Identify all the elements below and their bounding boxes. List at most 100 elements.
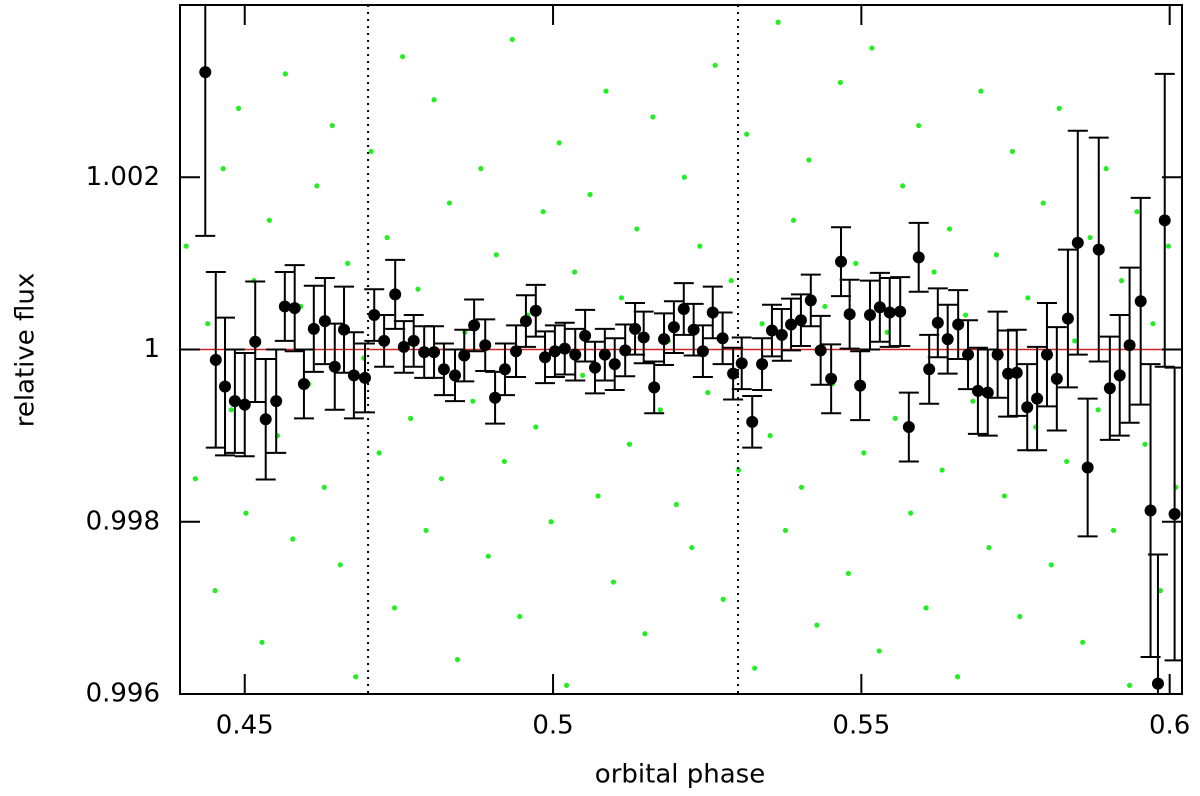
binned-point: [238, 398, 251, 411]
y-tick-label: 1: [143, 334, 160, 364]
data-point: [391, 605, 398, 611]
data-point: [259, 639, 265, 645]
binned-point: [318, 315, 331, 328]
data-point: [1025, 295, 1031, 301]
data-point: [478, 166, 484, 172]
data-point: [290, 536, 296, 542]
data-point: [1017, 613, 1023, 620]
binned-point: [278, 300, 291, 313]
data-point: [556, 140, 562, 146]
binned-point: [923, 363, 936, 376]
data-point: [908, 510, 914, 516]
binned-point: [569, 348, 582, 361]
data-point: [454, 656, 461, 663]
binned-point: [209, 353, 222, 366]
data-point: [814, 622, 820, 628]
binned-point: [677, 303, 690, 316]
binned-point: [598, 348, 611, 361]
binned-point: [756, 358, 769, 371]
binned-point: [397, 340, 410, 353]
binned-point: [449, 369, 462, 382]
data-point: [431, 97, 437, 103]
binned-point: [843, 308, 856, 321]
data-point: [1064, 458, 1070, 465]
data-point: [1072, 338, 1078, 344]
data-point: [564, 682, 570, 688]
x-axis-label: orbital phase: [595, 760, 765, 790]
data-point: [384, 234, 390, 241]
x-tick-label: 0.55: [832, 711, 890, 741]
data-point: [1110, 527, 1117, 533]
data-point: [626, 441, 633, 447]
y-axis-label: relative flux: [11, 273, 41, 428]
data-point: [1103, 166, 1109, 172]
binned-point: [259, 413, 272, 426]
binned-point: [1081, 461, 1094, 474]
data-point: [876, 648, 882, 654]
binned-point: [835, 255, 848, 268]
data-point: [728, 278, 734, 284]
binned-point: [854, 379, 867, 392]
binned-point: [765, 324, 778, 337]
binned-point: [952, 318, 965, 331]
data-point: [869, 45, 875, 51]
data-point: [657, 407, 663, 413]
data-point: [744, 131, 750, 137]
binned-point: [389, 288, 402, 301]
binned-point: [931, 316, 944, 329]
data-point: [548, 519, 554, 525]
binned-point: [667, 321, 680, 334]
binned-point: [637, 331, 650, 344]
binned-point: [307, 322, 320, 335]
data-point: [610, 579, 617, 585]
binned-point: [785, 318, 798, 331]
binned-point: [1050, 372, 1063, 385]
binned-point: [883, 306, 896, 319]
binned-point: [608, 358, 621, 371]
y-tick-label: 0.998: [86, 506, 160, 536]
data-point: [205, 321, 211, 327]
data-point: [501, 458, 507, 465]
data-point: [517, 613, 523, 620]
binned-point: [962, 348, 975, 361]
data-point: [572, 269, 578, 275]
binned-point: [338, 323, 351, 336]
binned-point: [1134, 295, 1147, 308]
data-point: [329, 122, 335, 129]
data-point: [1001, 493, 1008, 499]
data-point: [212, 588, 218, 594]
data-point: [650, 114, 656, 120]
data-point: [806, 157, 812, 163]
binned-point: [418, 346, 431, 359]
binned-point: [1031, 392, 1044, 405]
data-point: [314, 183, 320, 189]
binned-point: [498, 363, 511, 376]
data-point: [415, 286, 421, 292]
binned-point: [1010, 366, 1023, 379]
binned-point: [912, 251, 925, 264]
data-point: [540, 209, 546, 215]
data-point: [752, 665, 758, 671]
binned-point: [1040, 348, 1053, 361]
data-point: [978, 88, 984, 94]
data-point: [345, 260, 351, 266]
binned-point: [378, 334, 391, 347]
data-point: [321, 484, 327, 490]
data-point: [993, 252, 999, 258]
binned-point: [658, 333, 671, 346]
data-point: [1087, 234, 1093, 241]
plot-area: [180, 5, 1182, 694]
data-point: [192, 476, 199, 482]
binned-point: [687, 323, 700, 336]
binned-point: [270, 395, 283, 408]
data-point: [962, 312, 969, 318]
data-point: [954, 674, 961, 680]
data-point: [837, 79, 843, 86]
data-point: [900, 183, 906, 189]
binned-point: [902, 421, 915, 434]
binned-point: [1103, 382, 1116, 395]
x-tick-label: 0.5: [532, 711, 573, 741]
data-point: [697, 243, 703, 249]
data-point: [580, 372, 586, 378]
